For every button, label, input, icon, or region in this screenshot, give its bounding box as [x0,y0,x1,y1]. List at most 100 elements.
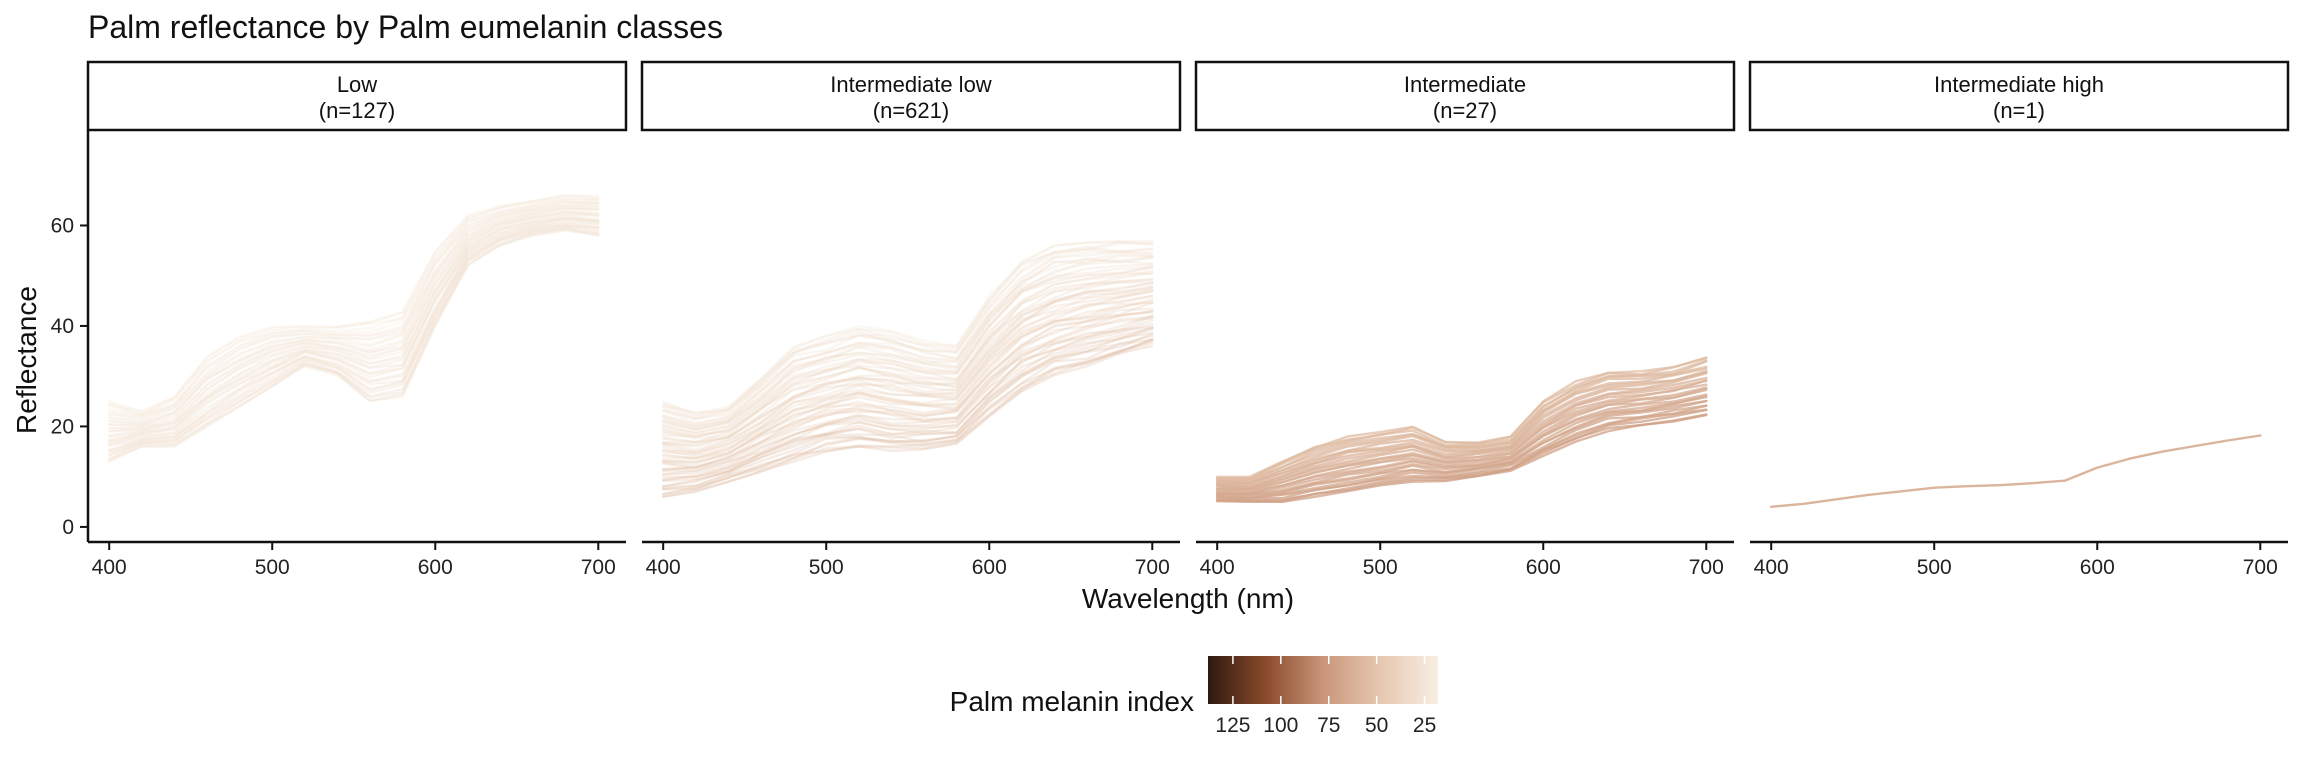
spectrum-line [662,309,1154,464]
y-tick-label: 20 [51,415,74,438]
spectrum-line [107,223,600,452]
x-tick-label: 600 [1526,556,1561,579]
spectrum-line [662,294,1154,458]
legend-tick-label: 100 [1263,714,1298,737]
spectrum-line [662,310,1154,468]
panel-3: Intermediate(n=27) 400 500 600 700 [1194,60,1736,579]
spectrum-line [107,227,600,461]
spectrum-line [662,301,1154,460]
spectrum-line [107,210,600,430]
spectrum-line [662,315,1154,472]
x-tick-label: 400 [92,556,127,579]
x-tick-label: 500 [1363,556,1398,579]
spectrum-line [662,319,1154,476]
chart-title: Palm reflectance by Palm eumelanin class… [88,9,723,45]
spectrum-line [107,194,600,414]
panel-strip-count: (n=127) [319,98,395,123]
spectrum-line [107,227,600,461]
spectrum-line [107,206,600,427]
spectrum-line [662,269,1154,438]
x-tick-label: 400 [646,556,681,579]
panel-strip-count: (n=621) [873,98,949,123]
x-tick-label: 400 [1754,556,1789,579]
spectrum-line [107,226,600,457]
x-tick-label: 700 [2243,556,2278,579]
panel-lines [662,239,1154,498]
spectrum-line [662,325,1154,483]
spectrum-line [107,194,600,413]
x-axis-label: Wavelength (nm) [1082,583,1294,614]
x-tick-label: 700 [1135,556,1170,579]
x-tick-label: 400 [1200,556,1235,579]
panel-strip-label: Intermediate [1404,72,1526,97]
panel-strip-label: Low [337,72,377,97]
spectrum-line [662,322,1154,476]
spectrum-line [662,272,1154,436]
legend-colorbar [1208,656,1438,704]
spectrum-line [662,240,1154,414]
spectrum-line [107,217,600,445]
spectrum-line [662,282,1154,444]
spectrum-line [1215,371,1708,485]
panel-strip-count: (n=27) [1433,98,1497,123]
spectrum-line [107,214,600,438]
spectrum-line [662,285,1154,447]
spectrum-line [662,313,1154,470]
spectrum-line [662,264,1154,435]
x-tick-label: 700 [1689,556,1724,579]
spectrum-line [107,204,600,423]
spectrum-line [107,195,600,416]
spectrum-line [662,344,1154,498]
legend-tick-label: 75 [1317,714,1340,737]
spectrum-line [662,287,1154,448]
panel-strip [86,60,628,132]
spectrum-line [662,325,1154,479]
spectrum-line [662,248,1154,420]
spectrum-line [107,216,600,441]
spectrum-line [107,216,600,443]
spectrum-line [107,213,600,437]
spectrum-line [107,201,600,420]
spectrum-line [662,241,1154,418]
panel-strip [640,60,1182,132]
spectrum-line [1215,388,1708,493]
spectrum-line [107,224,600,456]
legend-ticks: 125 100 75 50 25 [1215,656,1436,737]
spectrum-line [662,286,1154,451]
y-axis: 0 20 40 60 [51,130,90,542]
spectrum-line [107,208,600,430]
legend: Palm melanin index 125 100 75 50 25 [950,656,1438,737]
spectrum-line [1215,404,1708,499]
spectrum-line [107,203,600,422]
y-axis-label: Reflectance [11,286,42,434]
spectrum-line [662,254,1154,427]
spectrum-line [1769,434,2262,508]
spectrum-line [107,211,600,433]
spectrum-line [1215,372,1708,486]
spectrum-line [662,239,1154,415]
x-tick-label: 700 [581,556,616,579]
spectrum-line [662,255,1154,428]
spectrum-line [662,278,1154,438]
spectrum-line [662,278,1154,440]
panel-strip [1748,60,2290,132]
y-tick-label: 0 [62,516,74,539]
spectrum-line [107,222,600,452]
spectrum-line [107,207,600,427]
spectrum-line [107,221,600,448]
x-tick-label: 500 [809,556,844,579]
panel-strip-label: Intermediate low [830,72,992,97]
panel-lines [1769,434,2262,508]
x-tick-label: 600 [2080,556,2115,579]
spectrum-line [107,219,600,446]
spectrum-line [662,240,1154,417]
x-tick-label: 500 [1917,556,1952,579]
spectrum-line [662,301,1154,463]
spectrum-line [107,197,600,417]
legend-tick-label: 125 [1215,714,1250,737]
y-tick-label: 60 [51,214,74,237]
panel-lines [1215,356,1708,503]
spectrum-line [1215,379,1708,489]
panel-lines [107,194,600,463]
